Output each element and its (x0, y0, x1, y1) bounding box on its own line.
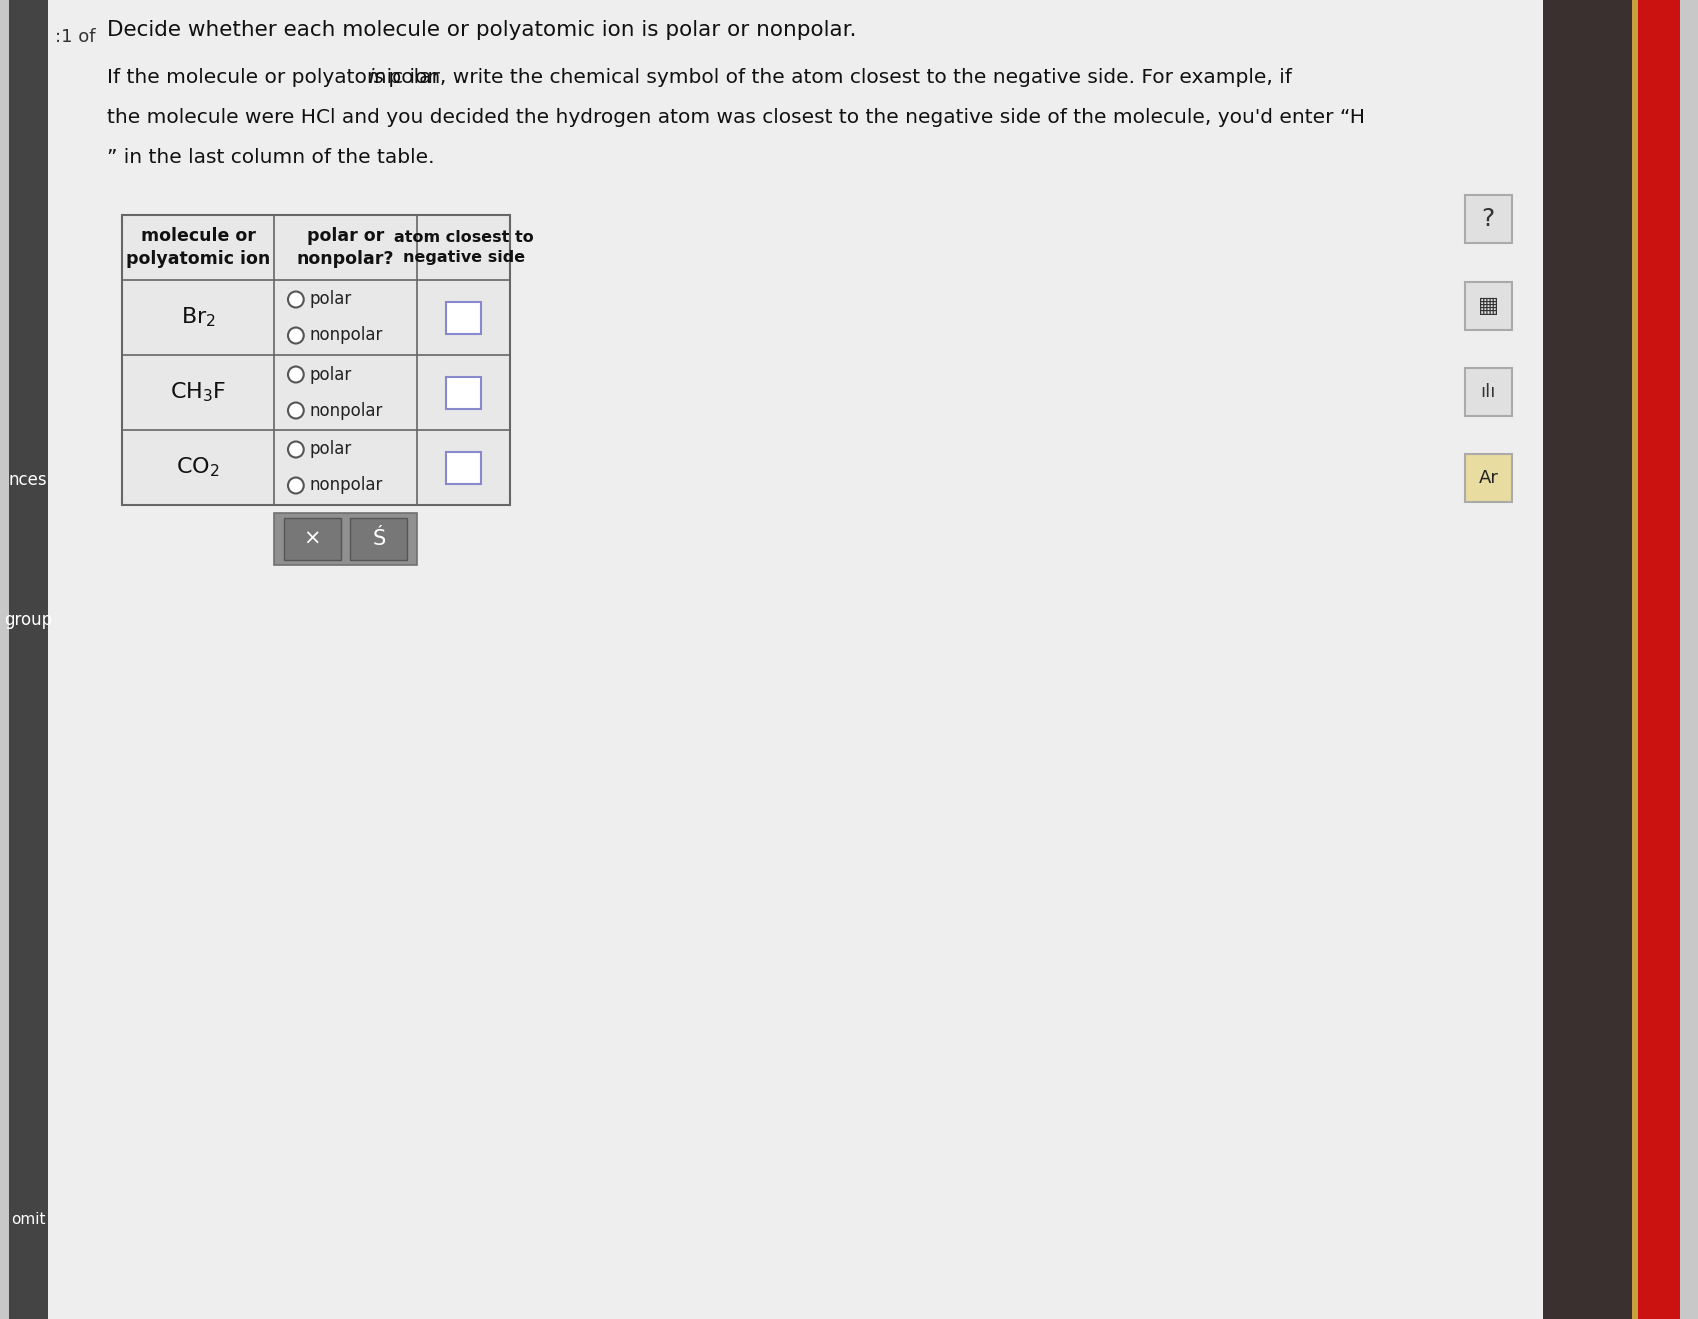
Bar (350, 518, 408, 561)
Text: ılı: ılı (1479, 383, 1496, 401)
Bar (1464, 454, 1511, 503)
Text: nonpolar: nonpolar (309, 476, 382, 495)
Bar (122, 215, 509, 505)
Text: nonpolar: nonpolar (309, 401, 382, 419)
Bar (8, 0, 48, 1319)
Text: atom closest to
negative side: atom closest to negative side (394, 230, 533, 265)
Text: :1 of: :1 of (54, 28, 95, 46)
Text: group: group (3, 611, 53, 629)
Bar (447, 451, 481, 484)
Text: Decide whether each molecule or polyatomic ion is polar or nonpolar.: Decide whether each molecule or polyatom… (107, 20, 856, 40)
Text: molecule or
polyatomic ion: molecule or polyatomic ion (126, 227, 270, 268)
Text: $\mathrm{Br_{2}}$: $\mathrm{Br_{2}}$ (180, 306, 216, 330)
Bar (1632, 0, 1637, 1319)
Circle shape (289, 327, 304, 343)
Bar (1464, 282, 1511, 330)
Bar (284, 518, 340, 561)
Text: polar: polar (309, 365, 351, 384)
Text: nces: nces (8, 471, 48, 489)
Text: $\mathrm{CH_{3}F}$: $\mathrm{CH_{3}F}$ (170, 381, 226, 405)
Text: ?: ? (1481, 207, 1494, 231)
Circle shape (289, 477, 304, 493)
Bar (48, 0, 1542, 1319)
Circle shape (289, 291, 304, 307)
Circle shape (289, 367, 304, 383)
Circle shape (289, 442, 304, 458)
Text: polar or
nonpolar?: polar or nonpolar? (297, 227, 394, 268)
Bar (1637, 0, 1679, 1319)
Bar (447, 302, 481, 334)
Bar (273, 513, 416, 565)
Text: Ar: Ar (1477, 470, 1498, 487)
Text: If the molecule or polyatomic ion: If the molecule or polyatomic ion (107, 69, 447, 87)
Text: ×: × (304, 529, 321, 549)
Text: is: is (368, 69, 384, 87)
Bar (1464, 195, 1511, 243)
Bar (1464, 368, 1511, 415)
Circle shape (289, 402, 304, 418)
Text: polar, write the chemical symbol of the atom closest to the negative side. For e: polar, write the chemical symbol of the … (382, 69, 1290, 87)
Text: $\mathrm{CO_{2}}$: $\mathrm{CO_{2}}$ (177, 455, 219, 479)
Bar (447, 376, 481, 409)
Text: polar: polar (309, 290, 351, 309)
Text: omit: omit (10, 1212, 46, 1228)
Text: the molecule were HCl and you decided the hydrogen atom was closest to the negat: the molecule were HCl and you decided th… (107, 108, 1363, 127)
Text: ” in the last column of the table.: ” in the last column of the table. (107, 148, 435, 168)
Bar (1542, 0, 1632, 1319)
Text: ▦: ▦ (1477, 295, 1498, 317)
Text: polar: polar (309, 441, 351, 459)
Text: Ś: Ś (372, 529, 385, 549)
Text: nonpolar: nonpolar (309, 327, 382, 344)
